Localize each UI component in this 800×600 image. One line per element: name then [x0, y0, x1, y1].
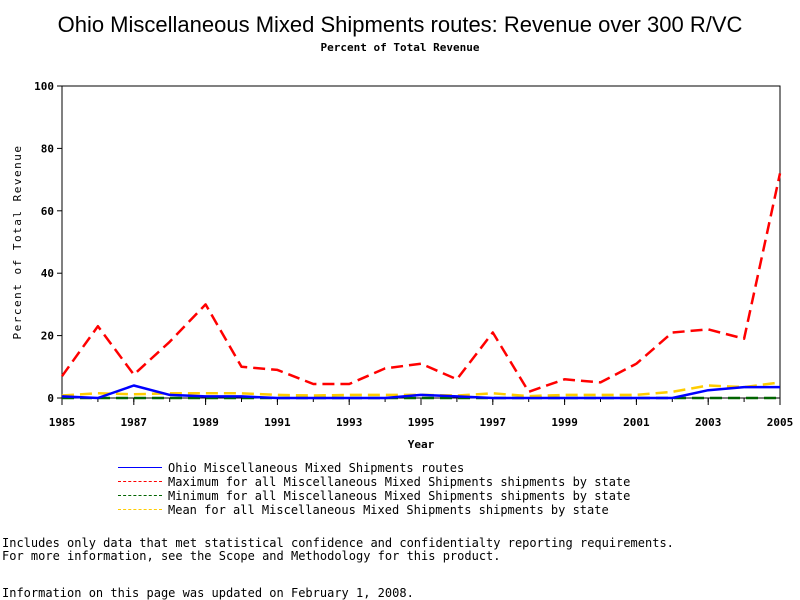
y-tick-label: 20: [41, 330, 54, 343]
x-tick-label: 1993: [336, 416, 363, 429]
series-lines: [60, 173, 782, 400]
y-axis-label: Percent of Total Revenue: [11, 145, 24, 340]
x-tick-label: 1985: [49, 416, 76, 429]
legend-swatch-ohio: [118, 467, 162, 468]
legend-label-mean: Mean for all Miscellaneous Mixed Shipmen…: [168, 503, 609, 517]
x-tick-label: 1999: [551, 416, 578, 429]
note-methodology: For more information, see the Scope and …: [2, 549, 501, 563]
note-confidentiality: Includes only data that met statistical …: [2, 536, 674, 550]
legend-swatch-mean: [118, 509, 162, 510]
x-axis-label: Year: [408, 438, 435, 451]
y-tick-label: 0: [47, 392, 54, 405]
legend-swatch-minimum: [118, 495, 162, 496]
y-axis: 0 20 40 60 80 100: [34, 80, 62, 405]
y-tick-label: 60: [41, 205, 54, 218]
x-tick-label: 2003: [695, 416, 722, 429]
y-tick-label: 40: [41, 267, 54, 280]
x-tick-label: 1997: [480, 416, 507, 429]
x-tick-label: 1989: [192, 416, 219, 429]
series-line-3: [61, 381, 781, 398]
x-tick-label: 2001: [623, 416, 650, 429]
chart-title: Ohio Miscellaneous Mixed Shipments route…: [57, 12, 743, 37]
x-tick-label: 1987: [121, 416, 148, 429]
chart-subtitle: Percent of Total Revenue: [320, 41, 480, 54]
y-tick-label: 100: [34, 80, 54, 93]
legend-swatch-maximum: [118, 481, 162, 482]
x-axis: 1985 1987 1989 1991 1993 1995 1997 1999 2001 2003…: [49, 398, 794, 429]
y-tick-label: 80: [41, 142, 54, 155]
x-tick-label: 1991: [264, 416, 291, 429]
legend-label-ohio: Ohio Miscellaneous Mixed Shipments route…: [168, 461, 465, 475]
series-line-1: [60, 173, 782, 394]
series-line-0: [61, 384, 780, 400]
note-updated: Information on this page was updated on …: [2, 586, 414, 600]
legend-label-maximum: Maximum for all Miscellaneous Mixed Ship…: [168, 475, 631, 489]
x-tick-label: 1995: [408, 416, 435, 429]
x-tick-label: 2005: [767, 416, 794, 429]
plot-frame: [61, 85, 781, 399]
legend-label-minimum: Minimum for all Miscellaneous Mixed Ship…: [168, 489, 631, 503]
